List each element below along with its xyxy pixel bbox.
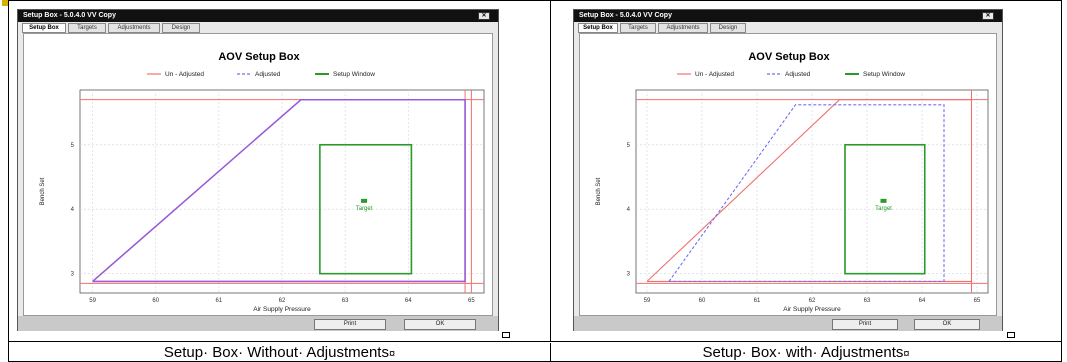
tab-setup-box[interactable]: Setup Box bbox=[578, 23, 618, 33]
close-button[interactable]: ✕ bbox=[982, 12, 994, 20]
cell-end-mark bbox=[502, 332, 510, 338]
chart-panel: AOV Setup Box Un - Adjusted Adjusted Setup … bbox=[23, 33, 493, 316]
caption-right: Setup· Box· with· Adjustments¤ bbox=[702, 344, 910, 361]
target-marker bbox=[880, 198, 887, 203]
x-tick-label: 61 bbox=[754, 298, 761, 304]
x-tick-label: 59 bbox=[644, 298, 651, 304]
series-line-adjusted bbox=[92, 98, 466, 283]
y-tick-label: 4 bbox=[627, 207, 631, 213]
chart-panel: AOV Setup Box Un - Adjusted Adjusted Setup … bbox=[579, 33, 997, 316]
cell-end-mark bbox=[1007, 332, 1015, 338]
tab-adjustments[interactable]: Adjustments bbox=[108, 23, 160, 33]
close-button[interactable]: ✕ bbox=[478, 12, 490, 20]
caption-left: Setup· Box· Without· Adjustments¤ bbox=[9, 343, 551, 362]
chart-title: AOV Setup Box bbox=[218, 51, 300, 63]
x-tick-label: 63 bbox=[864, 298, 871, 304]
x-tick-label: 64 bbox=[405, 298, 412, 304]
legend-label: Setup Window bbox=[333, 71, 375, 78]
button-bar: Print OK bbox=[574, 316, 1002, 331]
y-tick-label: 5 bbox=[71, 143, 75, 149]
series-line-adjusted bbox=[668, 104, 945, 282]
legend-label: Adjusted bbox=[785, 71, 811, 78]
print-button[interactable]: Print bbox=[832, 319, 898, 330]
legend-label: Un - Adjusted bbox=[695, 71, 734, 78]
x-tick-label: 65 bbox=[468, 298, 475, 304]
window-title-bar: Setup Box - 5.0.4.0 VV Copy ✕ bbox=[574, 10, 1002, 22]
y-axis-label: Bench Set bbox=[596, 177, 602, 205]
y-tick-label: 3 bbox=[71, 272, 75, 278]
tab-setup-box[interactable]: Setup Box bbox=[22, 23, 66, 33]
chart-title: AOV Setup Box bbox=[748, 51, 830, 63]
tab-targets[interactable]: Targets bbox=[68, 23, 106, 33]
print-button[interactable]: Print bbox=[314, 319, 386, 330]
y-tick-label: 4 bbox=[71, 207, 75, 213]
tab-design[interactable]: Design bbox=[710, 23, 746, 33]
x-tick-label: 60 bbox=[152, 298, 159, 304]
x-tick-label: 63 bbox=[342, 298, 349, 304]
aov-setup-box-chart: AOV Setup Box Un - Adjusted Adjusted Setup … bbox=[596, 51, 989, 313]
setup-box-window-right: Setup Box - 5.0.4.0 VV Copy ✕ Setup Box … bbox=[573, 9, 1003, 331]
legend-label: Un - Adjusted bbox=[165, 71, 204, 78]
x-tick-label: 61 bbox=[216, 298, 223, 304]
target-label: Target bbox=[875, 206, 892, 212]
window-title: Setup Box - 5.0.4.0 VV Copy bbox=[23, 12, 116, 19]
table-cell-right: Setup Box - 5.0.4.0 VV Copy ✕ Setup Box … bbox=[551, 1, 1061, 341]
ok-button[interactable]: OK bbox=[404, 319, 476, 330]
legend-label: Adjusted bbox=[255, 71, 281, 78]
setup-box-window-left: Setup Box - 5.0.4.0 VV Copy ✕ Setup Box … bbox=[17, 9, 499, 331]
tab-strip: Setup Box Targets Adjustments Design bbox=[22, 23, 494, 33]
table-cell-left: Setup Box - 5.0.4.0 VV Copy ✕ Setup Box … bbox=[9, 1, 551, 341]
target-marker bbox=[361, 198, 368, 203]
legend-label: Setup Window bbox=[863, 71, 905, 78]
x-axis-label: Air Supply Pressure bbox=[783, 306, 841, 313]
window-title-bar: Setup Box - 5.0.4.0 VV Copy ✕ bbox=[18, 10, 498, 22]
x-tick-label: 62 bbox=[809, 298, 816, 304]
y-tick-label: 5 bbox=[627, 143, 631, 149]
x-axis-label: Air Supply Pressure bbox=[253, 306, 311, 313]
ok-button[interactable]: OK bbox=[914, 319, 980, 330]
window-title: Setup Box - 5.0.4.0 VV Copy bbox=[579, 12, 672, 19]
x-tick-label: 64 bbox=[919, 298, 926, 304]
caption-row: Setup· Box· Without· Adjustments¤ Setup·… bbox=[9, 341, 1061, 362]
button-bar: Print OK bbox=[18, 316, 498, 331]
setup-window-box bbox=[844, 143, 926, 275]
paragraph-mark: ¤ bbox=[388, 348, 396, 360]
anchor-icon bbox=[2, 0, 8, 6]
x-tick-label: 62 bbox=[279, 298, 286, 304]
document-table: Setup Box - 5.0.4.0 VV Copy ✕ Setup Box … bbox=[8, 0, 1062, 362]
tab-targets[interactable]: Targets bbox=[620, 23, 656, 33]
y-axis-label: Bench Set bbox=[40, 177, 46, 205]
x-tick-label: 59 bbox=[89, 298, 96, 304]
paragraph-mark: ¤ bbox=[903, 348, 910, 360]
aov-setup-box-chart: AOV Setup Box Un - Adjusted Adjusted Setup … bbox=[40, 51, 485, 313]
x-tick-label: 65 bbox=[974, 298, 981, 304]
y-tick-label: 3 bbox=[627, 272, 631, 278]
target-label: Target bbox=[356, 206, 373, 212]
tab-design[interactable]: Design bbox=[162, 23, 200, 33]
tab-adjustments[interactable]: Adjustments bbox=[658, 23, 708, 33]
tab-strip: Setup Box Targets Adjustments Design bbox=[578, 23, 998, 33]
setup-window-box bbox=[319, 143, 413, 275]
x-tick-label: 60 bbox=[699, 298, 706, 304]
